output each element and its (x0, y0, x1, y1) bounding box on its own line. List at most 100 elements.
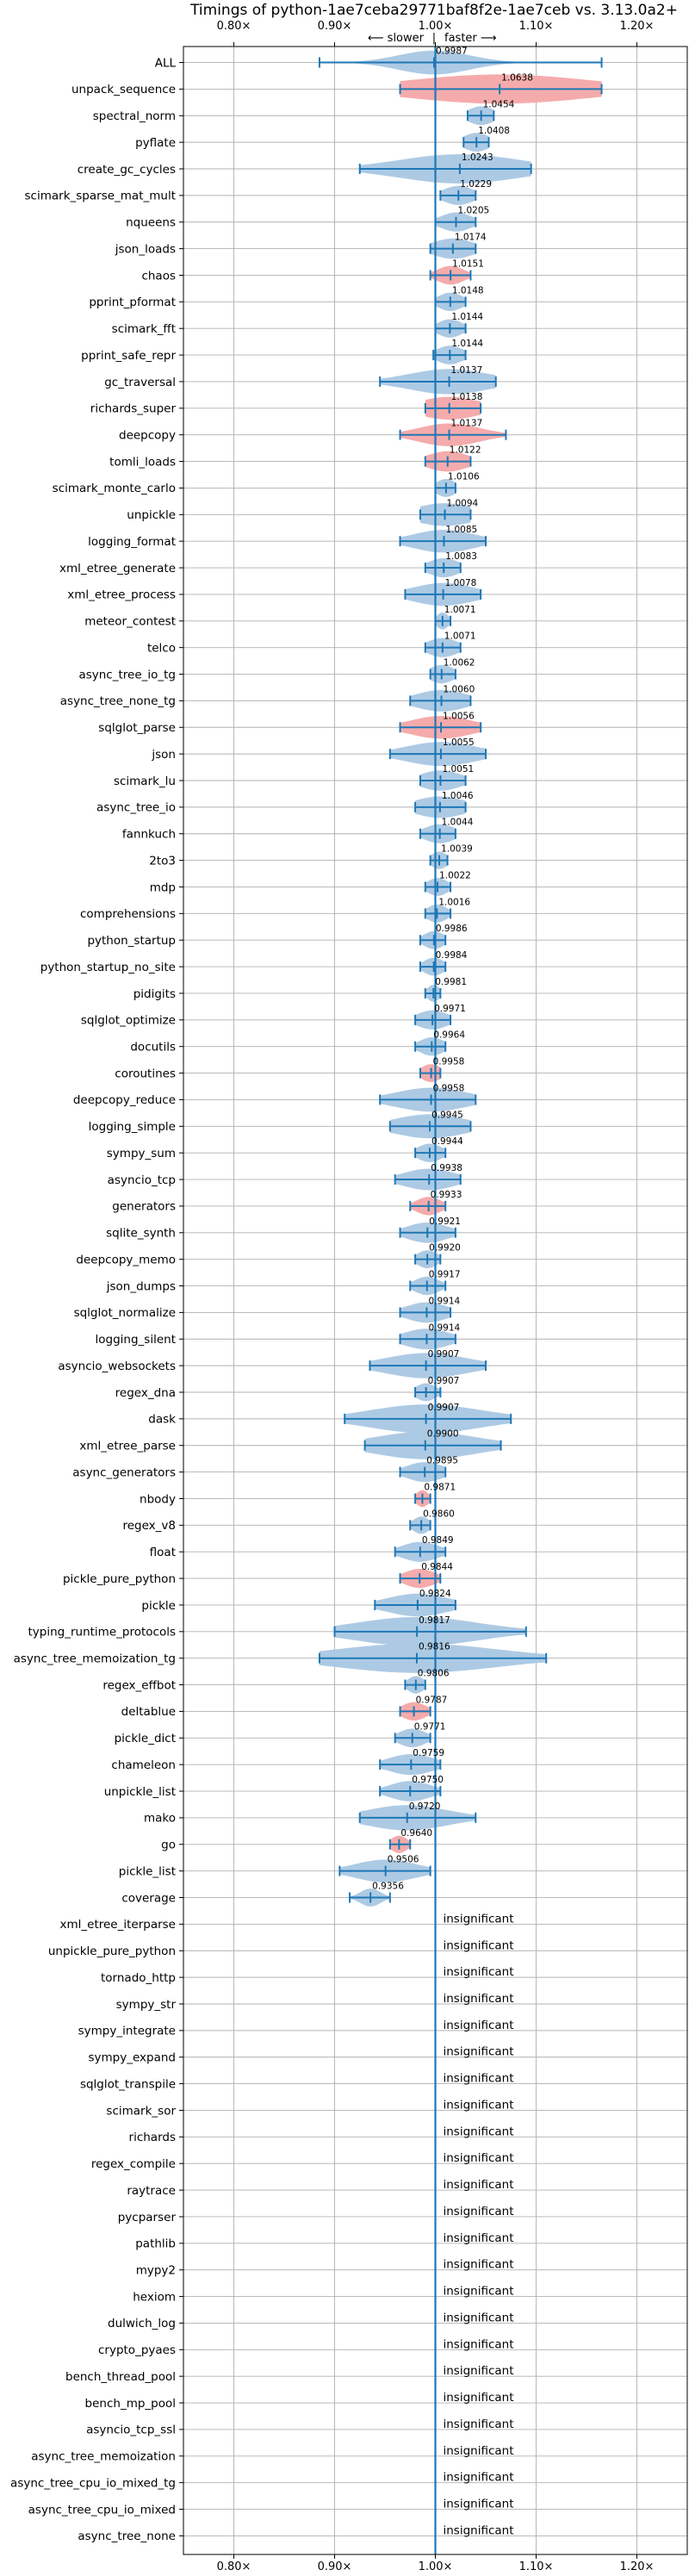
value-label: 1.0051 (442, 764, 474, 775)
benchmark-label: python_startup (87, 934, 176, 948)
benchmark-label: scimark_monte_carlo (53, 482, 176, 495)
value-label: 0.9871 (424, 1482, 456, 1492)
insignificant-label: insignificant (444, 2045, 514, 2059)
benchmark-label: scimark_fft (112, 322, 176, 336)
value-label: 1.0137 (451, 419, 483, 429)
value-label: 1.0229 (460, 179, 492, 190)
insignificant-label: insignificant (444, 1938, 514, 1952)
insignificant-label: insignificant (444, 2151, 514, 2165)
value-label: 1.0085 (445, 525, 477, 535)
benchmark-label: spectral_norm (93, 109, 176, 123)
benchmark-label: pickle (141, 1599, 176, 1613)
value-label: 0.9640 (400, 1828, 432, 1839)
benchmark-label: tornado_http (101, 1971, 176, 1985)
insignificant-label: insignificant (444, 2311, 514, 2324)
benchmark-label: unpickle_list (104, 1785, 176, 1799)
benchmark-label: pprint_safe_repr (81, 349, 176, 363)
benchmark-label: pickle_pure_python (63, 1572, 176, 1586)
value-label: 0.9787 (416, 1695, 448, 1705)
value-label: 1.0044 (442, 818, 474, 828)
value-label: 0.9914 (428, 1296, 460, 1306)
insignificant-label: insignificant (444, 2498, 514, 2511)
value-label: 0.9938 (431, 1163, 462, 1173)
value-label: 0.9844 (421, 1562, 453, 1572)
insignificant-label: insignificant (444, 2178, 514, 2192)
value-label: 1.0094 (446, 498, 478, 508)
slower-label: ⟵ slower (368, 32, 425, 45)
benchmark-label: tomli_loads (109, 455, 176, 469)
value-label: 0.9816 (419, 1642, 450, 1652)
benchmark-label: mako (144, 1812, 176, 1826)
benchmark-label: deepcopy_memo (76, 1253, 176, 1266)
value-label: 1.0138 (451, 392, 483, 402)
benchmark-label: xml_etree_process (67, 588, 176, 602)
value-label: 0.9987 (436, 47, 468, 57)
value-label: 1.0144 (451, 312, 483, 322)
benchmark-label: bench_mp_pool (85, 2397, 176, 2411)
x-tick-label-bottom: 1.00× (419, 2560, 453, 2573)
benchmark-label: meteor_contest (84, 615, 176, 629)
benchmark-label: regex_compile (91, 2157, 176, 2171)
benchmark-label: mdp (150, 880, 176, 894)
value-label: 0.9900 (427, 1429, 459, 1440)
value-label: 1.0243 (462, 152, 493, 163)
benchmark-label: dask (148, 1413, 176, 1427)
insignificant-label: insignificant (444, 2258, 514, 2272)
x-tick-label-bottom: 1.10× (519, 2560, 554, 2573)
value-label: 1.0454 (483, 99, 515, 109)
value-label: 1.0122 (450, 445, 481, 456)
benchmark-label: sympy_expand (88, 2051, 176, 2065)
value-label: 1.0046 (442, 791, 474, 801)
value-label: 0.9971 (434, 1004, 466, 1014)
benchmark-label: async_tree_cpu_io_mixed (28, 2503, 176, 2517)
insignificant-label: insignificant (444, 1965, 514, 1979)
benchmark-label: regex_v8 (122, 1519, 176, 1533)
insignificant-label: insignificant (444, 2019, 514, 2032)
benchmark-label: async_tree_none (78, 2529, 176, 2543)
benchmark-label: async_tree_memoization (31, 2450, 176, 2464)
benchmark-label: sqlite_synth (106, 1227, 176, 1241)
benchmark-label: unpack_sequence (71, 83, 176, 96)
value-label: 1.0039 (441, 844, 473, 855)
value-label: 0.9907 (428, 1403, 460, 1413)
benchmark-label: sqlglot_transpile (80, 2077, 176, 2091)
benchmark-label: json (151, 748, 176, 762)
benchmark-label: json_loads (115, 242, 176, 256)
insignificant-label: insignificant (444, 2391, 514, 2405)
benchmark-label: go (161, 1839, 176, 1852)
insignificant-label: insignificant (444, 1912, 514, 1926)
value-label: 0.9984 (436, 950, 468, 961)
benchmark-label: asyncio_websockets (58, 1360, 176, 1373)
benchmark-label: crypto_pyaes (98, 2343, 176, 2357)
benchmark-label: json_dumps (106, 1279, 176, 1293)
value-label: 1.0016 (438, 897, 470, 907)
benchmark-label: sqlglot_parse (98, 721, 176, 735)
benchmark-label: async_tree_io_tg (78, 668, 176, 681)
value-label: 1.0151 (452, 258, 484, 269)
value-label: 0.9860 (423, 1509, 455, 1519)
benchmark-label: hexiom (133, 2290, 176, 2304)
x-tick-label-bottom: 0.80× (217, 2560, 251, 2573)
benchmark-label: scimark_sor (106, 2104, 176, 2118)
benchmark-label: sympy_integrate (78, 2025, 176, 2038)
value-label: 0.9806 (418, 1669, 450, 1679)
value-label: 1.0408 (478, 126, 510, 136)
value-label: 0.9986 (436, 924, 468, 934)
value-label: 1.0022 (439, 870, 471, 880)
value-label: 0.9817 (419, 1615, 450, 1626)
insignificant-label: insignificant (444, 2098, 514, 2112)
benchmark-label: pyflate (135, 136, 176, 150)
value-label: 1.0056 (443, 711, 475, 721)
value-label: 0.9759 (413, 1748, 444, 1758)
benchmark-label: sqlglot_optimize (81, 1014, 176, 1028)
value-label: 1.0106 (448, 471, 480, 482)
benchmark-label: deepcopy_reduce (73, 1093, 176, 1107)
value-label: 0.9958 (433, 1083, 465, 1093)
x-tick-label-top: 1.20× (620, 20, 655, 33)
benchmark-label: regex_effbot (102, 1678, 176, 1692)
benchmark-label: generators (112, 1200, 176, 1214)
value-label: 1.0137 (451, 365, 483, 376)
x-tick-label-top: 1.10× (519, 20, 554, 33)
benchmark-label: async_tree_none_tg (60, 694, 176, 708)
